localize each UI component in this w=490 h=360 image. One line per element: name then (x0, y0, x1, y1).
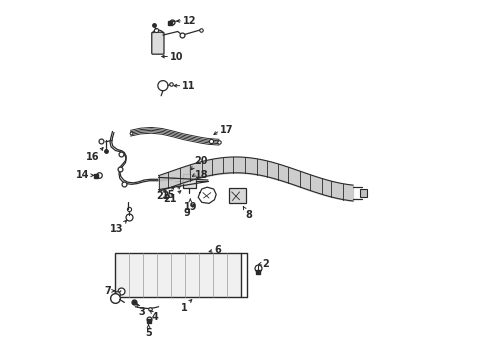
Text: 17: 17 (220, 125, 233, 135)
FancyBboxPatch shape (152, 32, 164, 54)
Polygon shape (115, 253, 241, 297)
Bar (229, 188, 246, 203)
Bar (360, 189, 367, 197)
Bar (183, 174, 196, 188)
Text: 7: 7 (104, 286, 111, 296)
Text: 21: 21 (163, 194, 176, 204)
Text: 3: 3 (139, 307, 146, 317)
Text: 11: 11 (182, 81, 196, 91)
Text: 9: 9 (184, 208, 190, 218)
Text: 10: 10 (170, 51, 184, 62)
Text: 5: 5 (145, 328, 152, 338)
Text: 16: 16 (86, 152, 99, 162)
Text: 14: 14 (76, 170, 90, 180)
Text: 1: 1 (181, 303, 188, 313)
Text: 18: 18 (196, 170, 209, 180)
Text: 19: 19 (184, 202, 197, 212)
Text: 6: 6 (215, 245, 221, 255)
Text: 15: 15 (162, 190, 176, 200)
Text: 12: 12 (183, 15, 196, 26)
Text: 20: 20 (194, 156, 207, 166)
Text: 8: 8 (245, 210, 252, 220)
Text: 13: 13 (110, 224, 123, 234)
Text: 4: 4 (152, 312, 159, 323)
Text: 22: 22 (156, 191, 170, 201)
Text: 2: 2 (262, 258, 269, 269)
